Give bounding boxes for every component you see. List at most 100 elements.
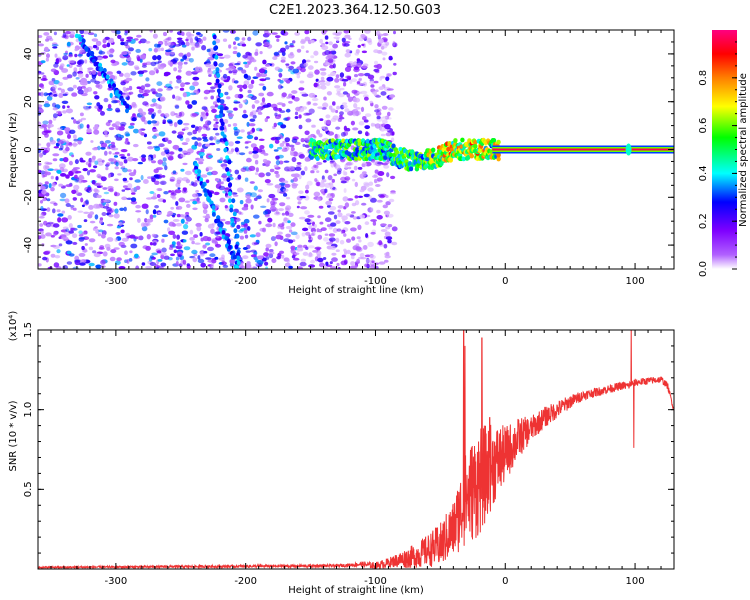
heatmap-cell [254,66,258,71]
heatmap-cell [308,239,312,243]
heatmap-cell [317,257,324,263]
heatmap-cell [94,214,99,220]
heatmap-cell [250,143,257,149]
track-cell [122,100,127,106]
heatmap-cell [333,173,338,177]
heatmap-cell [191,136,197,140]
heatmap-cell [212,101,217,105]
heatmap-cell [380,229,388,232]
heatmap-cell [376,215,383,220]
heatmap-cell [120,39,124,42]
carrier-cell [469,153,474,159]
heatmap-cell [342,196,349,202]
heatmap-cell [53,245,60,249]
heatmap-cell [215,243,222,248]
heatmap-cell [319,118,324,121]
heatmap-cell [43,220,48,226]
heatmap-cell [308,225,313,230]
heatmap-cell [391,241,398,246]
heatmap-cell [88,105,92,109]
heatmap-cell [161,175,166,178]
heatmap-cell [371,260,375,264]
heatmap-cell [118,266,126,269]
heatmap-cell [265,64,271,67]
heatmap-cell [133,128,139,134]
heatmap-cell [224,106,229,111]
heatmap-cell [336,228,342,232]
carrier-cell [448,157,453,163]
heatmap-cell [177,187,181,190]
heatmap-cell [156,194,161,198]
heatmap-cell [279,80,284,84]
heatmap-cell [350,120,355,126]
heatmap-cell [78,237,86,240]
carrier-cell [309,155,314,160]
heatmap-cell [342,104,348,109]
heatmap-cell [236,187,244,193]
heatmap-cell [319,38,324,44]
heatmap-cell [361,43,365,47]
heatmap-cell [256,72,261,78]
heatmap-cell [257,255,264,260]
heatmap-cell [40,186,46,190]
heatmap-cell [134,66,140,70]
heatmap-cell [124,89,128,93]
heatmap-cell [97,233,102,237]
heatmap-cell [142,92,149,97]
heatmap-cell [298,87,305,91]
heatmap-cell [38,43,44,47]
heatmap-cell [330,50,337,55]
heatmap-cell [385,41,390,46]
heatmap-cell [274,112,278,117]
heatmap-cell [100,259,106,265]
heatmap-cell [303,244,308,249]
heatmap-cell [326,76,334,82]
heatmap-cell [91,74,97,80]
heatmap-cell [53,80,60,85]
heatmap-cell [201,106,208,110]
heatmap-cell [351,236,356,241]
track-cell [232,211,237,217]
heatmap-cell [346,249,351,255]
colorbar-tick-label: 0.4 [698,165,709,181]
heatmap-cell [222,73,228,79]
heatmap-cell [372,91,377,95]
heatmap-cell [92,250,97,254]
heatmap-cell [353,67,360,73]
heatmap-cell [341,37,346,43]
heatmap-cell [145,40,151,44]
heatmap-cell [281,92,287,98]
heatmap-cell [330,108,336,113]
heatmap-cell [79,50,83,54]
heatmap-cell [170,51,175,55]
heatmap-cell [124,131,130,137]
heatmap-cell [294,31,301,36]
heatmap-cell [378,86,384,90]
heatmap-cell [100,200,104,204]
heatmap-cell [125,77,133,82]
heatmap-cell [385,195,389,198]
heatmap-cell [254,159,259,165]
heatmap-cell [236,84,244,89]
heatmap-cell [292,182,296,186]
track-cell [204,192,208,198]
heatmap-cell [167,210,174,216]
heatmap-cell [157,109,162,114]
heatmap-cell [158,131,166,137]
heatmap-cell [350,170,355,174]
heatmap-cell [169,80,173,85]
heatmap-cell [302,227,309,232]
heatmap-cell [51,78,56,82]
heatmap-cell [358,239,362,243]
heatmap-cell [317,106,323,109]
heatmap-cell [320,76,325,81]
heatmap-cell [219,99,225,104]
heatmap-cell [320,227,327,232]
heatmap-cell [362,63,369,67]
track-cell [219,92,224,98]
heatmap-cell [68,129,76,134]
heatmap-cell [175,44,181,47]
heatmap-cell [185,41,190,47]
heatmap-cell [141,262,146,266]
heatmap-cell [288,93,293,99]
